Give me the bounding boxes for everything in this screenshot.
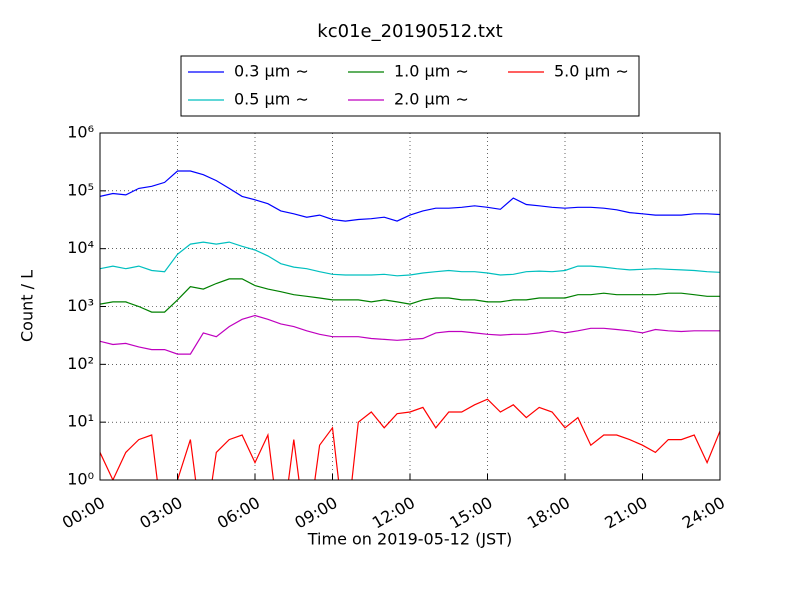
legend-label: 5.0 μm ∼ — [554, 62, 629, 81]
legend-label: 2.0 μm ∼ — [394, 90, 469, 109]
x-tick-label: 09:00 — [291, 493, 340, 533]
x-tick-label: 24:00 — [679, 493, 728, 533]
y-tick-label: 10² — [67, 354, 94, 373]
y-axis-label: Count / L — [18, 270, 37, 342]
x-tick-label: 12:00 — [369, 493, 418, 533]
x-axis-label: Time on 2019-05-12 (JST) — [307, 530, 512, 549]
plot-lines — [100, 170, 720, 480]
x-tick-label: 00:00 — [59, 493, 108, 533]
grid — [99, 132, 721, 481]
series-line — [100, 314, 720, 355]
x-tick-label: 21:00 — [601, 493, 650, 533]
y-tick-label: 10³ — [67, 296, 94, 315]
y-tick-label: 10⁴ — [67, 238, 94, 257]
legend-label: 1.0 μm ∼ — [394, 62, 469, 81]
series-line — [100, 241, 720, 277]
x-tick-label: 03:00 — [136, 493, 185, 533]
x-tick-label: 18:00 — [524, 493, 573, 533]
chart-title: kc01e_20190512.txt — [317, 21, 502, 42]
y-tick-label: 10¹ — [67, 412, 94, 431]
x-tick-label: 15:00 — [446, 493, 495, 533]
y-tick-label: 10⁶ — [67, 123, 94, 142]
series-line — [100, 170, 720, 222]
legend-label: 0.3 μm ∼ — [234, 62, 309, 81]
x-tick-label: 06:00 — [214, 493, 263, 533]
legend: 0.3 μm ∼ 0.5 μm ∼ 1.0 μm ∼ 2.0 μm ∼ 5.0 μm ∼ — [188, 62, 629, 109]
series-line — [100, 278, 720, 313]
legend-label: 0.5 μm ∼ — [234, 90, 309, 109]
y-tick-label: 10⁰ — [67, 470, 94, 489]
y-tick-label: 10⁵ — [67, 180, 94, 199]
legend-box — [180, 55, 640, 117]
series-line — [100, 398, 720, 480]
